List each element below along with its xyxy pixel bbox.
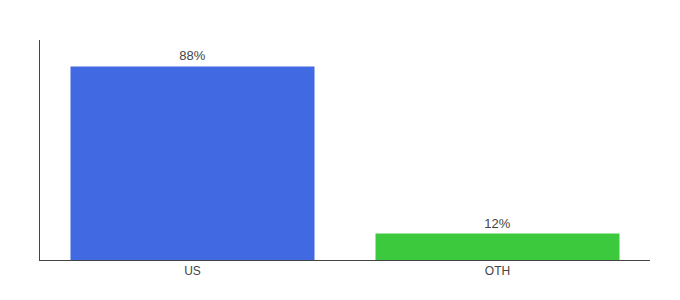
svg-text:US: US: [184, 264, 201, 278]
svg-text:OTH: OTH: [485, 264, 510, 278]
svg-text:88%: 88%: [179, 48, 205, 63]
svg-text:12%: 12%: [484, 216, 510, 231]
